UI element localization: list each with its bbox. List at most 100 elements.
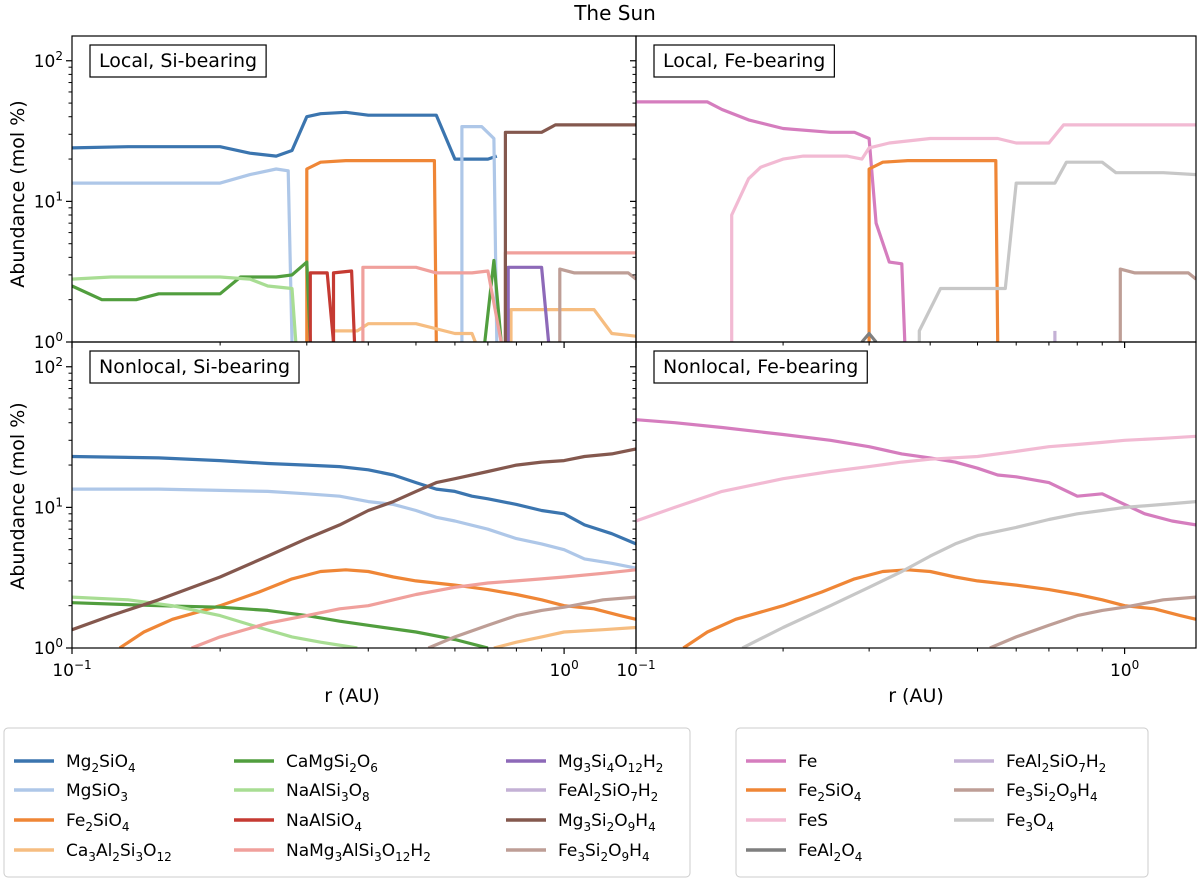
series-line-camgsi2o6 (72, 601, 489, 648)
legend-2: Fe Fe2SiO4 FeS FeAl2O4 FeAl2SiO7H2 Fe3Si2O9H4… (735, 727, 1149, 878)
series-line-fe3si2o9h4 (989, 595, 1196, 648)
series-line-ca3al2si3o12-1 (331, 322, 477, 342)
series-line-naalsi3o8 (72, 275, 298, 342)
series-line-fe3si2o9h4 (1118, 267, 1196, 342)
legend-label: Fe2SiO4 (66, 811, 130, 834)
legend-label: MgSiO3 (66, 781, 128, 804)
y-tick-label: 101 (34, 189, 63, 212)
y-tick-label: 100 (34, 330, 63, 353)
legend-item-namg3alsi3o12h2: NaMg3AlSi3O12H2 (234, 841, 431, 864)
x-axis-label-left: r (AU) (324, 685, 380, 707)
legend-label: CaMgSi2O6 (286, 752, 378, 775)
legend-item-feal2o4: FeAl2O4 (746, 841, 862, 864)
x-tick-label: 100 (549, 658, 578, 681)
legend-item-ca3al2si3o12: Ca3Al2Si3O12 (14, 841, 172, 864)
panel-label: Local, Si-bearing (99, 50, 257, 72)
x-tick-label: 100 (1110, 658, 1139, 681)
y-tick-label: 102 (34, 49, 63, 72)
legend-label: NaMg3AlSi3O12H2 (286, 841, 431, 864)
panel-frame (635, 35, 1197, 343)
legend-item-naalsio4: NaAlSiO4 (234, 811, 362, 834)
series-line-mg3si2o9h4 (503, 123, 636, 342)
legend-item-mg3si2o9h4: Mg3Si2O9H4 (506, 811, 656, 834)
legend-frame (735, 727, 1149, 878)
legend-label: Mg2SiO4 (66, 752, 136, 775)
legend-item-fe2sio4: Fe2SiO4 (746, 781, 862, 804)
series-line-fe (636, 418, 1196, 527)
series-line-fes (636, 434, 1196, 523)
legend-item-fe3si2o9h4: Fe3Si2O9H4 (506, 841, 650, 864)
legend-1: Mg2SiO4 MgSiO3 Fe2SiO4 Ca3Al2Si3O12 CaMgSi2O… (3, 727, 691, 878)
series-line-camgsi2o6-1 (72, 260, 312, 342)
series-line-namg3alsi3o12h2 (191, 568, 636, 648)
legend-item-mg2sio4: Mg2SiO4 (14, 752, 136, 775)
panel-1: 100 101 102 Local, Si-bearing (34, 35, 637, 353)
series-line-mgsio3-2 (460, 125, 499, 342)
legend-label: Fe2SiO4 (798, 781, 862, 804)
series-line-fe3si2o9h4 (427, 595, 636, 648)
series-line-fe2sio4 (305, 159, 438, 342)
y-tick-label: 100 (34, 636, 63, 659)
panel-2: Local, Fe-bearing (630, 35, 1197, 348)
series-line-camgsi2o6-2 (483, 258, 503, 342)
x-tick-label: 10−1 (52, 658, 91, 681)
series-line-fe3o4 (741, 500, 1196, 648)
panel-2-series (636, 100, 1196, 342)
legend-item-feal2sio7h2: FeAl2SiO7H2 (506, 781, 658, 804)
series-line-fe3si2o9h4 (558, 267, 636, 342)
legend-item-fe3o4: Fe3O4 (954, 811, 1054, 834)
legend-label: Fe (798, 752, 817, 772)
series-line-ca3al2si3o12-2 (509, 308, 636, 342)
legend-frame (3, 727, 691, 878)
series-line-fe (636, 100, 907, 342)
legend-item-fe: Fe (746, 752, 817, 772)
panel-1-series (72, 110, 636, 342)
panel-label-box (653, 44, 835, 78)
series-line-feal2o4 (860, 331, 878, 342)
legend-item-naalsi3o8: NaAlSi3O8 (234, 781, 370, 804)
legend-item-camgsi2o6: CaMgSi2O6 (234, 752, 378, 775)
series-line-mgsio3 (72, 487, 636, 570)
legend-item-fes: FeS (746, 811, 828, 831)
y-tick-label: 102 (34, 355, 63, 378)
series-line-fe3o4 (917, 160, 1196, 342)
legend-label: FeAl2SiO7H2 (1006, 752, 1106, 775)
series-line-mg2sio4 (72, 454, 636, 546)
series-line-mg3si2o9h4 (72, 447, 636, 632)
panel-label-box (89, 44, 267, 78)
legend-label: NaAlSiO4 (286, 811, 362, 834)
panel-frame (635, 341, 1197, 649)
legend-label: Fe3Si2O9H4 (1006, 781, 1098, 804)
legend-label: NaAlSi3O8 (286, 781, 370, 804)
legend-item-fe3si2o9h4: Fe3Si2O9H4 (954, 781, 1098, 804)
series-line-mg2sio4 (72, 110, 498, 161)
y-tick-label: 101 (34, 495, 63, 518)
series-line-naalsio4-1 (308, 271, 336, 342)
series-line-mg3si4o12h2 (506, 265, 551, 342)
panel-3-series (72, 447, 636, 648)
series-line-namg3alsi3o12h2-1 (361, 265, 503, 342)
panel-4-series (636, 418, 1196, 648)
series-line-naalsi3o8 (72, 595, 358, 648)
series-line-naalsio4-2 (331, 269, 357, 342)
x-axis-label-right: r (AU) (888, 685, 944, 707)
legend-label: FeAl2SiO7H2 (558, 781, 658, 804)
panel-label-box (653, 350, 868, 384)
x-tick-label: 10−1 (616, 658, 655, 681)
legend-item-mgsio3: MgSiO3 (14, 781, 128, 804)
legend-item-fe2sio4: Fe2SiO4 (14, 811, 130, 834)
legend-label: Mg3Si2O9H4 (558, 811, 656, 834)
legend-item-mg3si4o12h2: Mg3Si4O12H2 (506, 752, 663, 775)
figure-title: The Sun (573, 1, 656, 25)
y-axis-label-top: Abundance (mol %) (7, 100, 29, 287)
legend-label: FeAl2O4 (798, 841, 862, 864)
panel-label: Local, Fe-bearing (663, 50, 825, 72)
legend-label: Fe3O4 (1006, 811, 1054, 834)
series-line-fe2sio4 (867, 159, 1000, 342)
series-line-mgsio3-1 (72, 167, 294, 342)
legend-label: Fe3Si2O9H4 (558, 841, 650, 864)
panel-4: 10−1 100 Nonlocal, Fe-bearing (616, 341, 1197, 681)
panel-label: Nonlocal, Si-bearing (99, 356, 290, 378)
